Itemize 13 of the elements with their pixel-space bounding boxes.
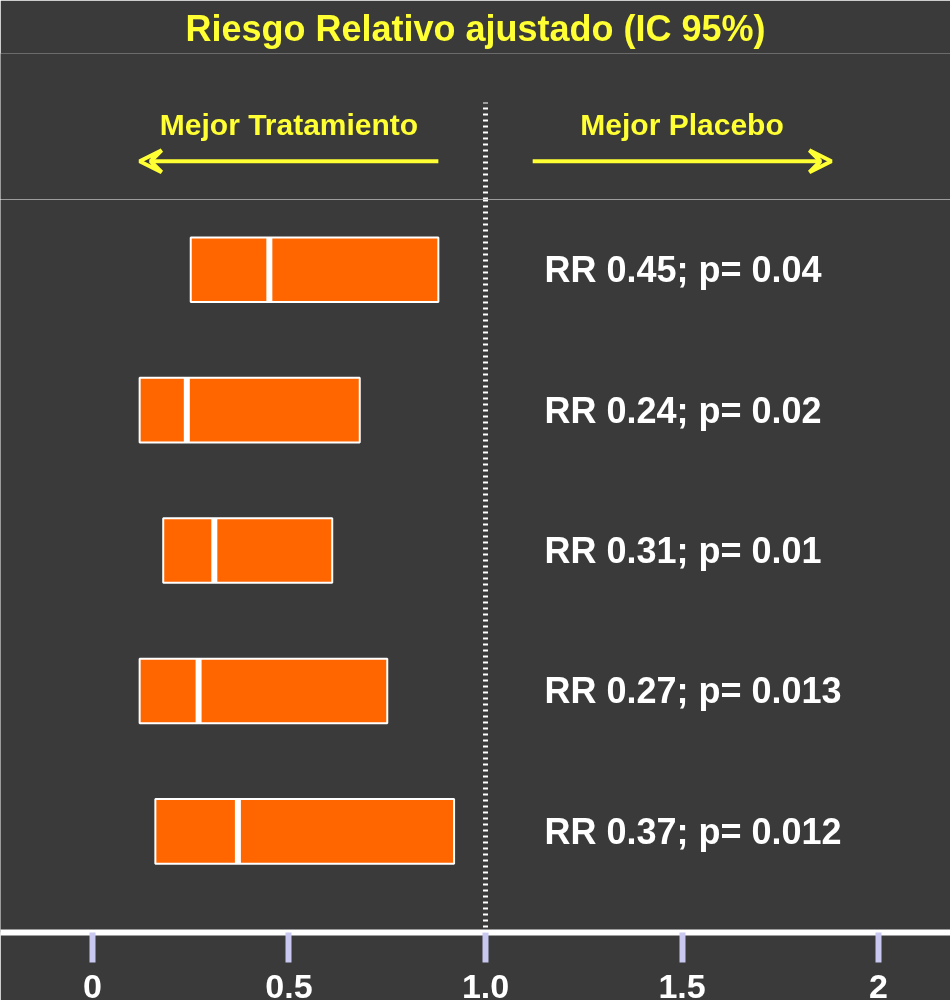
x-tick-label: 0.5 bbox=[265, 966, 313, 1001]
annotation: RR 0.27; p= 0.013 bbox=[544, 670, 842, 712]
chart-title: Riesgo Relativo ajustado (IC 95%) bbox=[185, 7, 766, 49]
annotation: RR 0.24; p= 0.02 bbox=[544, 389, 822, 431]
x-tick-label: 1.0 bbox=[461, 966, 510, 1001]
x-tick-label: 0 bbox=[83, 966, 102, 1001]
annotation: RR 0.31; p= 0.01 bbox=[544, 530, 822, 572]
text: Mejor Placebo bbox=[580, 107, 784, 141]
annotation: RR 0.45; p= 0.04 bbox=[544, 249, 822, 291]
text: Mejor Tratamiento bbox=[159, 107, 419, 141]
x-tick-label: 1.5 bbox=[658, 966, 706, 1001]
x-tick-label: 2 bbox=[869, 966, 889, 1001]
annotation: RR 0.37; p= 0.012 bbox=[544, 810, 842, 852]
